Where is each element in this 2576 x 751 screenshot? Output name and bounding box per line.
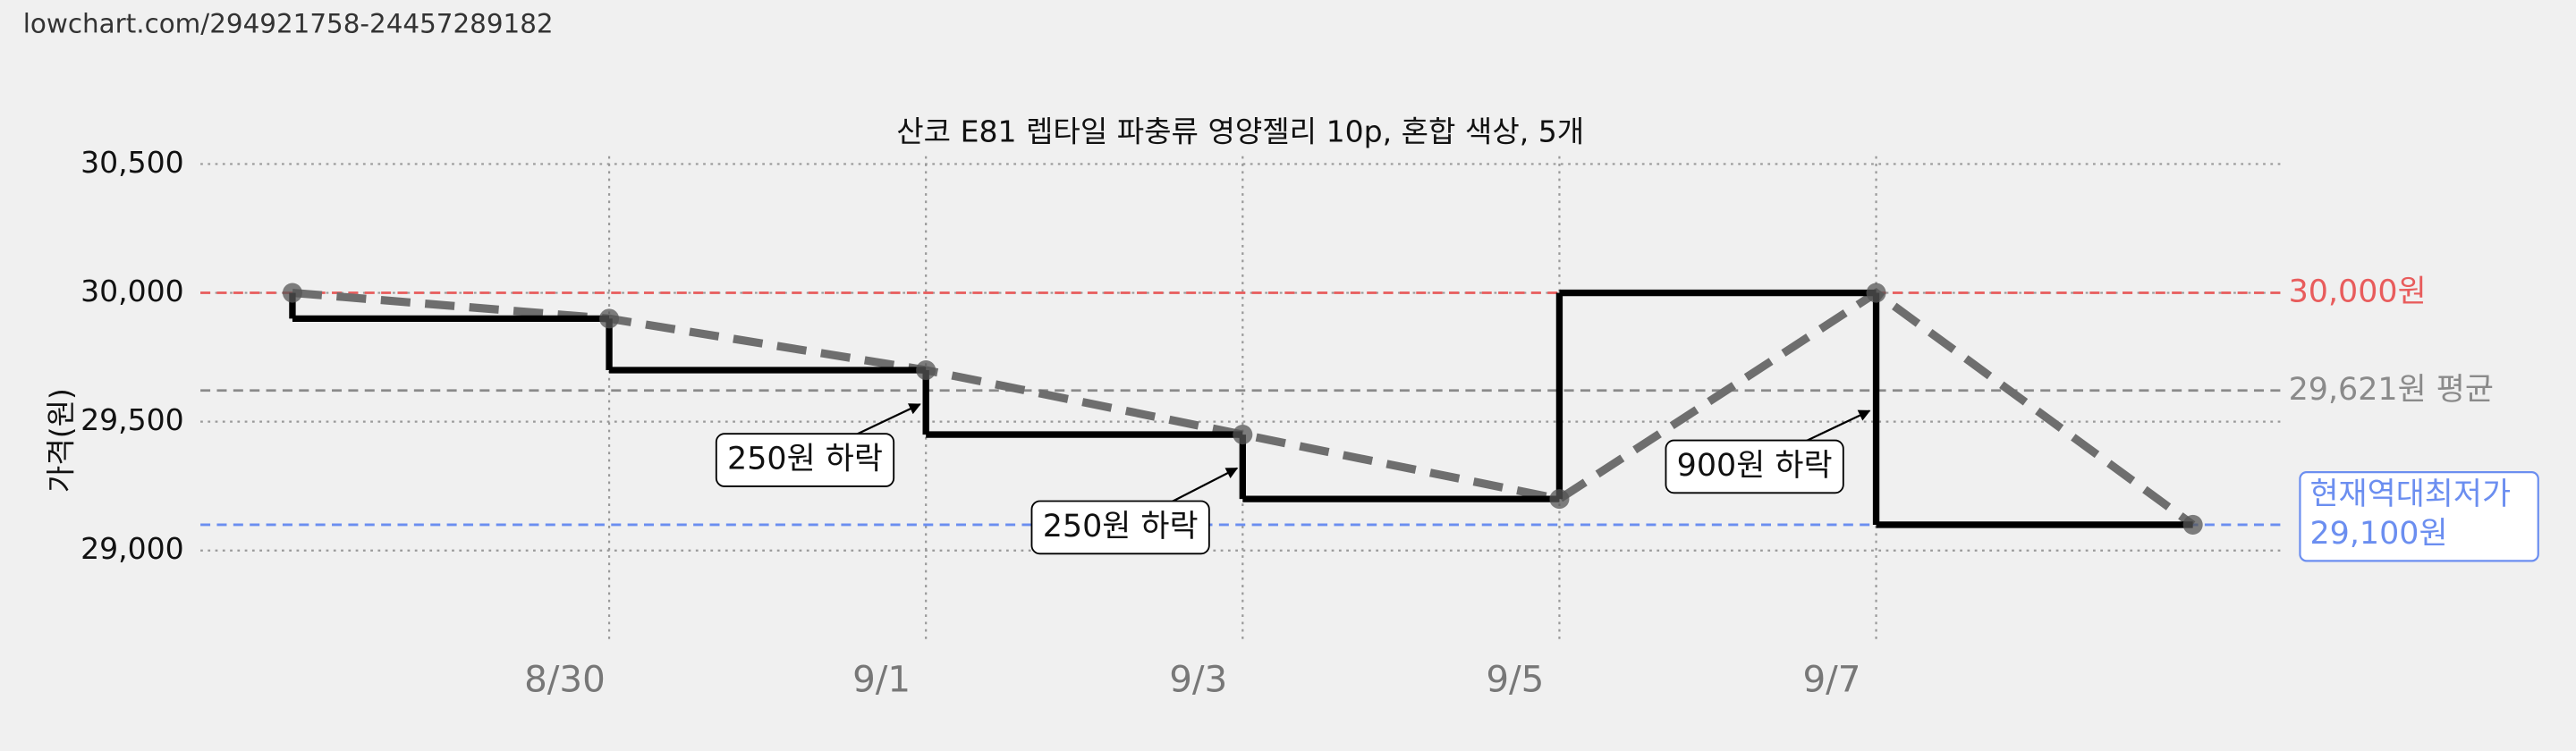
annotation-text: 900원 하락 xyxy=(1677,448,1833,484)
x-tick-label: 9/7 xyxy=(1802,658,1860,701)
annotation-text: 250원 하락 xyxy=(1043,509,1199,544)
y-tick-label: 30,500 xyxy=(80,145,184,180)
price-point xyxy=(599,308,620,329)
annotation-text: 250원 하락 xyxy=(727,442,883,477)
price-point xyxy=(1549,489,1570,510)
reference-label: 30,000원 xyxy=(2289,274,2427,310)
y-tick-label: 30,000 xyxy=(80,274,184,308)
annotation-arrow xyxy=(853,403,921,437)
price-point xyxy=(282,283,302,303)
annotation-arrow xyxy=(1803,409,1871,443)
y-tick-label: 29,500 xyxy=(80,402,184,437)
label-box xyxy=(2299,471,2539,562)
x-tick-label: 9/3 xyxy=(1169,658,1227,701)
y-tick-label: 29,000 xyxy=(80,531,184,566)
url: lowchart.com/294921758-24457289182 xyxy=(23,8,554,38)
x-tick-label: 8/30 xyxy=(524,658,606,701)
x-tick-label: 9/5 xyxy=(1486,658,1544,701)
reference-label: 현재역대최저가 xyxy=(2309,477,2511,512)
price-point xyxy=(1866,283,1886,303)
price-point xyxy=(2182,514,2203,535)
x-tick-label: 9/1 xyxy=(852,658,911,701)
y-axis-label: 가격(원) xyxy=(43,388,78,493)
annotation-arrow xyxy=(1169,467,1239,504)
price-point xyxy=(1233,425,1253,445)
reference-label: 29,100원 xyxy=(2309,516,2447,552)
chart-title: 산코 E81 렙타일 파충류 영양젤리 10p, 혼합 색상, 5개 xyxy=(896,114,1584,149)
annotation-box xyxy=(1665,439,1844,494)
annotation-box xyxy=(1030,500,1210,555)
annotation-box xyxy=(715,433,895,487)
price-point xyxy=(916,359,936,381)
reference-label: 29,621원 평균 xyxy=(2289,372,2494,408)
